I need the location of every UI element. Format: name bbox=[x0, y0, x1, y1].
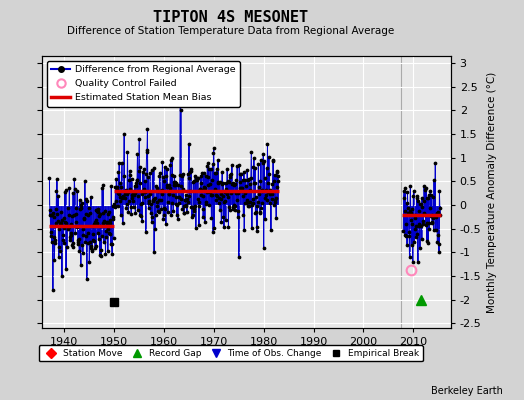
Legend: Difference from Regional Average, Quality Control Failed, Estimated Station Mean: Difference from Regional Average, Qualit… bbox=[47, 61, 241, 107]
Y-axis label: Monthly Temperature Anomaly Difference (°C): Monthly Temperature Anomaly Difference (… bbox=[487, 71, 497, 313]
Text: TIPTON 4S MESONET: TIPTON 4S MESONET bbox=[153, 10, 308, 25]
Text: Berkeley Earth: Berkeley Earth bbox=[431, 386, 503, 396]
Text: Difference of Station Temperature Data from Regional Average: Difference of Station Temperature Data f… bbox=[67, 26, 394, 36]
Legend: Station Move, Record Gap, Time of Obs. Change, Empirical Break: Station Move, Record Gap, Time of Obs. C… bbox=[39, 345, 422, 362]
